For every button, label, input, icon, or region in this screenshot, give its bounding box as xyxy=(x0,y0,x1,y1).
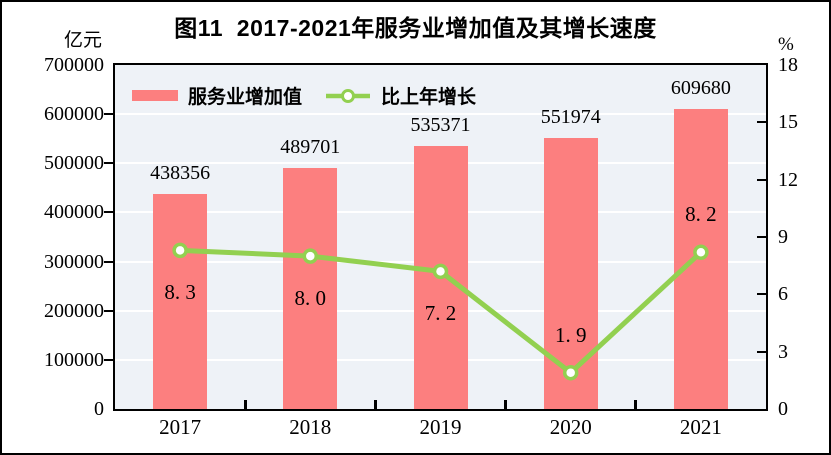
bar-value-label: 551974 xyxy=(540,105,601,128)
left-axis-tick xyxy=(104,211,113,214)
legend-item-line: 比上年增长 xyxy=(324,82,476,109)
x-axis-tick xyxy=(243,400,247,409)
line-series-marker-icon xyxy=(326,88,371,103)
x-axis-label: 2018 xyxy=(289,415,332,439)
x-axis-label: 2017 xyxy=(159,415,202,439)
bar-value-label: 609680 xyxy=(670,77,731,100)
left-axis-tick-label: 100000 xyxy=(44,348,104,371)
right-axis-tick-label: 6 xyxy=(778,283,788,306)
line-value-label: 7. 2 xyxy=(424,301,457,326)
left-axis-tick-label: 200000 xyxy=(44,299,104,322)
line-value-label: 8. 2 xyxy=(685,202,717,227)
x-axis-tick xyxy=(373,400,377,409)
legend-item-bar: 服务业增加值 xyxy=(132,82,302,109)
right-axis-tick xyxy=(757,293,766,296)
x-axis-label: 2020 xyxy=(549,415,592,439)
left-axis-tick-label: 500000 xyxy=(44,152,104,175)
gridline xyxy=(115,113,766,116)
x-axis-tick xyxy=(504,400,508,409)
right-axis-tick-label: 0 xyxy=(778,398,788,420)
x-axis-label: 2019 xyxy=(419,415,462,439)
bar xyxy=(413,145,468,409)
line-value-label: 1. 9 xyxy=(554,322,587,347)
left-axis-tick xyxy=(104,260,113,263)
right-axis-tick-label: 15 xyxy=(778,111,798,134)
bar-series-swatch-icon xyxy=(132,90,178,101)
left-axis-tick xyxy=(104,162,113,165)
left-axis-unit-label: 亿元 xyxy=(63,30,102,51)
left-axis-tick-label: 700000 xyxy=(44,54,104,76)
right-axis-tick xyxy=(757,121,766,124)
left-axis-tick xyxy=(104,358,113,361)
right-axis-tick-label: 3 xyxy=(778,340,788,363)
bar-value-label: 489701 xyxy=(280,136,341,159)
bar xyxy=(543,137,598,409)
plot-area: 服务业增加值 比上年增长 438356 489701 535371 551974 609… xyxy=(113,63,768,411)
left-axis-tick-label: 600000 xyxy=(44,103,104,126)
left-axis-tick xyxy=(104,309,113,312)
legend: 服务业增加值 比上年增长 xyxy=(132,82,476,109)
bar-value-label: 535371 xyxy=(410,113,471,136)
line-value-label: 8. 0 xyxy=(294,286,327,311)
left-axis-tick-label: 400000 xyxy=(44,201,104,224)
right-axis-unit-label: % xyxy=(778,34,794,55)
left-axis-tick-label: 300000 xyxy=(44,250,104,273)
line-value-label: 8. 3 xyxy=(164,280,196,305)
right-axis-tick xyxy=(757,350,766,353)
bar xyxy=(673,109,728,409)
x-axis-tick xyxy=(634,400,638,409)
legend-bar-label: 服务业增加值 xyxy=(188,87,303,108)
left-axis-tick xyxy=(104,113,113,116)
bar-value-label: 438356 xyxy=(150,161,211,184)
x-axis-label: 2021 xyxy=(679,415,722,439)
right-axis-tick xyxy=(757,236,766,238)
right-axis-tick xyxy=(757,178,766,181)
right-axis-tick-label: 9 xyxy=(778,226,788,248)
legend-line-label: 比上年增长 xyxy=(381,87,477,108)
chart-title: 图11 2017-2021年服务业增加值及其增长速度 xyxy=(174,15,657,41)
right-axis-tick-label: 18 xyxy=(778,54,798,76)
right-axis-tick-label: 12 xyxy=(778,168,798,191)
left-axis-tick-label: 0 xyxy=(94,398,104,420)
